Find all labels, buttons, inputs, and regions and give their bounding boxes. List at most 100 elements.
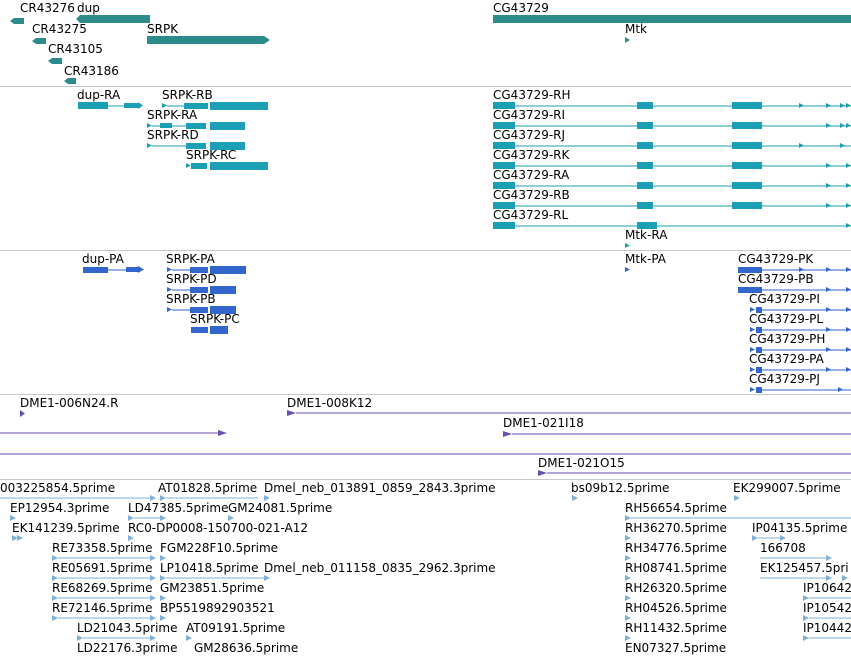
transcript-label[interactable]: CG43729-RA [493, 168, 570, 182]
est-glyph[interactable] [160, 595, 166, 601]
protein-glyph-mtk-pa[interactable] [625, 267, 630, 272]
protein-glyph-dup-pa[interactable] [83, 266, 144, 273]
clone-label[interactable]: DME1-006N24.R [20, 396, 119, 410]
est-label[interactable]: FGM228F10.5prime [160, 541, 279, 555]
est-glyph[interactable] [625, 515, 851, 521]
transcript-label[interactable]: CG43729-RL [493, 208, 569, 222]
est-glyph[interactable] [160, 575, 270, 581]
est-glyph[interactable] [10, 515, 16, 521]
est-glyph[interactable] [228, 515, 234, 521]
est-label[interactable]: RH26320.5prime [625, 581, 727, 595]
est-label[interactable]: RH04526.5prime [625, 601, 727, 615]
protein-glyph-cg43729-pa[interactable] [750, 367, 851, 373]
protein-label[interactable]: CG43729-PJ [749, 372, 820, 386]
est-label[interactable]: GM24081.5prime [228, 501, 333, 515]
transcript-label[interactable]: SRPK-RD [147, 128, 199, 142]
protein-glyph-srpk-pd[interactable] [167, 286, 236, 294]
transcript-glyph-dup-ra[interactable] [78, 102, 143, 109]
est-label[interactable]: GM28636.5prime [194, 641, 299, 655]
est-glyph[interactable] [760, 575, 848, 581]
est-label[interactable]: RH36270.5prime [625, 521, 727, 535]
transcript-glyph-srpk-rd[interactable] [147, 142, 245, 150]
protein-label[interactable]: SRPK-PA [166, 252, 215, 266]
gene-glyph-srpk[interactable] [147, 36, 270, 44]
est-glyph[interactable] [77, 635, 156, 641]
transcript-glyph-cg43729-rb[interactable] [493, 202, 851, 209]
transcript-label[interactable]: SRPK-RA [147, 108, 198, 122]
est-label[interactable]: IP10542 [803, 601, 851, 615]
clone-glyph-dme1-008k12[interactable] [0, 410, 851, 436]
est-glyph[interactable] [625, 615, 631, 621]
protein-glyph-cg43729-pi[interactable] [750, 307, 851, 313]
protein-label[interactable]: Mtk-PA [625, 252, 667, 266]
est-label[interactable]: EK141239.5prime [12, 521, 120, 535]
est-glyph[interactable] [52, 575, 156, 581]
est-glyph[interactable] [572, 495, 578, 501]
protein-label[interactable]: CG43729-PH [749, 332, 826, 346]
est-label[interactable]: RE05691.5prime [52, 561, 153, 575]
est-label[interactable]: RH34776.5prime [625, 541, 727, 555]
est-label[interactable]: LD21043.5prime [77, 621, 178, 635]
clone-label[interactable]: DME1-021O15 [538, 456, 625, 470]
gene-label[interactable]: CR43276 [20, 1, 75, 15]
est-label[interactable]: EK125457.5pri [760, 561, 849, 575]
protein-glyph-srpk-pc[interactable] [191, 326, 228, 334]
transcript-label[interactable]: SRPK-RB [162, 88, 213, 102]
est-label[interactable]: RE73358.5prime [52, 541, 153, 555]
est-label[interactable]: IP10442 [803, 621, 851, 635]
gene-glyph-dup[interactable] [76, 15, 150, 23]
gene-label[interactable]: CR43275 [32, 22, 87, 36]
est-glyph[interactable] [52, 555, 156, 561]
est-glyph[interactable] [52, 615, 156, 621]
est-glyph[interactable] [186, 635, 192, 641]
transcript-glyph-cg43729-rj[interactable] [493, 142, 851, 149]
est-label[interactable]: Dmel_neb_011158_0835_2962.3prime [264, 561, 496, 575]
est-glyph[interactable] [264, 495, 270, 501]
gene-glyph-cr43186[interactable] [64, 78, 76, 84]
transcript-label[interactable]: CG43729-RI [493, 108, 566, 122]
est-label[interactable]: 166708 [760, 541, 806, 555]
est-label[interactable]: LP10418.5prime [160, 561, 259, 575]
est-glyph[interactable] [160, 495, 258, 501]
est-label[interactable]: IP04135.5prime [752, 521, 848, 535]
est-label[interactable]: AT09191.5prime [186, 621, 286, 635]
est-glyph[interactable] [128, 515, 166, 521]
gene-glyph-cg43729[interactable] [493, 15, 851, 23]
est-label[interactable]: RH11432.5prime [625, 621, 727, 635]
clone-label[interactable]: DME1-021I18 [503, 416, 584, 430]
gene-glyph-cr43276[interactable] [10, 18, 24, 24]
gene-label[interactable]: SRPK [147, 22, 179, 36]
transcript-label[interactable]: CG43729-RJ [493, 128, 566, 142]
est-glyph[interactable] [760, 555, 832, 561]
protein-label[interactable]: CG43729-PB [738, 272, 814, 286]
est-glyph[interactable] [625, 595, 631, 601]
transcript-label[interactable]: CG43729-RH [493, 88, 571, 102]
transcript-glyph-srpk-ra[interactable] [147, 122, 245, 130]
protein-label[interactable]: CG43729-PA [749, 352, 824, 366]
protein-glyph-cg43729-pj[interactable] [750, 387, 851, 393]
protein-glyph-cg43729-pb[interactable] [738, 287, 851, 293]
est-label[interactable]: RE68269.5prime [52, 581, 153, 595]
transcript-glyph-cg43729-ri[interactable] [493, 122, 851, 129]
est-glyph[interactable] [0, 495, 156, 501]
est-glyph[interactable] [752, 535, 786, 541]
est-glyph[interactable] [803, 615, 851, 621]
est-glyph[interactable] [734, 495, 740, 501]
est-label[interactable]: LD22176.3prime [77, 641, 178, 655]
est-label[interactable]: LD47385.5prime [128, 501, 229, 515]
protein-label[interactable]: CG43729-PI [749, 292, 820, 306]
est-label[interactable]: 003225854.5prime [0, 481, 116, 495]
transcript-glyph-mtk-ra[interactable] [625, 243, 630, 248]
clone-label[interactable]: DME1-008K12 [287, 396, 373, 410]
protein-glyph-cg43729-pl[interactable] [750, 327, 851, 333]
est-label[interactable]: IP10642 [803, 581, 851, 595]
est-label[interactable]: RH56654.5prime [625, 501, 727, 515]
est-label[interactable]: BP5519892903521 [160, 601, 275, 615]
est-glyph[interactable] [803, 595, 851, 601]
protein-label[interactable]: SRPK-PC [190, 312, 240, 326]
gene-label[interactable]: dup [77, 1, 100, 15]
gene-label[interactable]: CR43105 [48, 42, 103, 56]
clone-glyph-dme1-021o15[interactable] [538, 470, 851, 476]
est-glyph[interactable] [625, 535, 631, 541]
est-label[interactable]: Dmel_neb_013891_0859_2843.3prime [264, 481, 496, 495]
